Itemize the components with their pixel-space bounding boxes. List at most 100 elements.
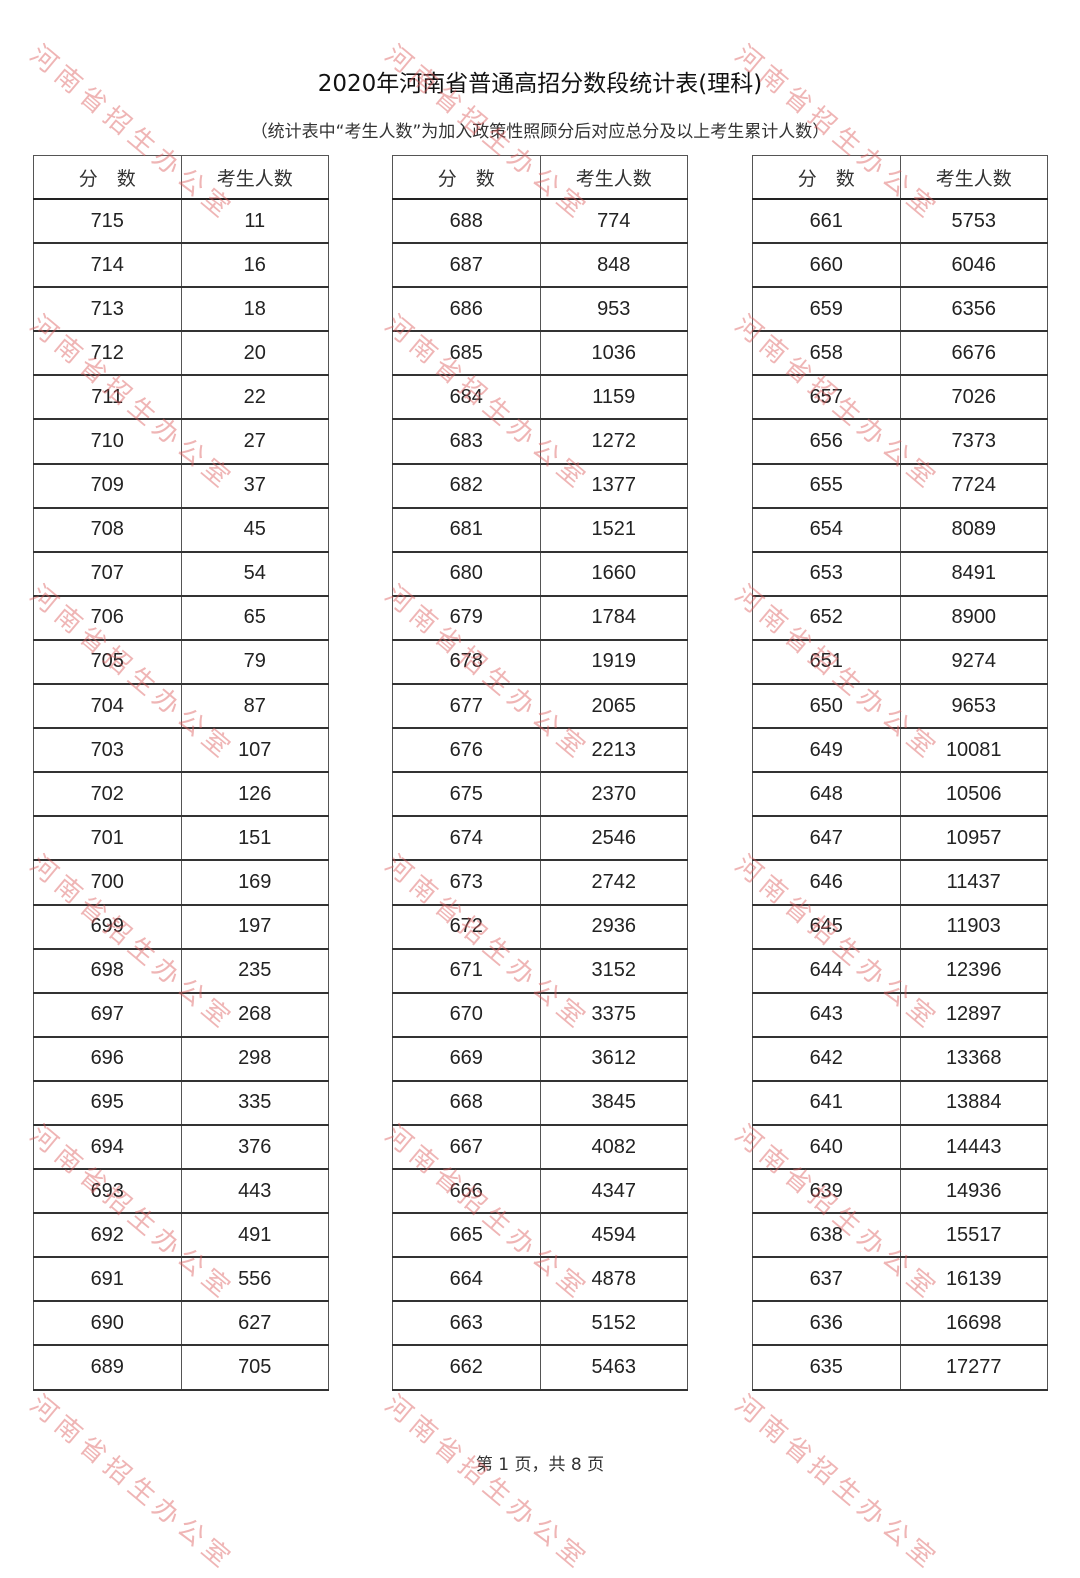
count-cell: 848 xyxy=(539,242,688,289)
count-cell: 3375 xyxy=(539,992,688,1038)
count-cell: 13368 xyxy=(899,1036,1048,1082)
score-cell: 661 xyxy=(752,198,901,245)
table-row: 696 298 xyxy=(33,1036,329,1082)
table-row: 676 2213 xyxy=(392,727,688,774)
table-row: 706 65 xyxy=(33,595,329,641)
table-row: 672 2936 xyxy=(392,903,688,950)
count-cell: 2546 xyxy=(539,815,688,862)
table-row: 642 13368 xyxy=(752,1036,1048,1082)
score-cell: 651 xyxy=(752,639,901,686)
count-cell: 27 xyxy=(180,418,329,465)
score-cell: 678 xyxy=(392,639,541,686)
score-cell: 682 xyxy=(392,463,541,509)
count-cell: 20 xyxy=(180,330,329,377)
score-table-1: 分 数考生人数 715 11 714 16 713 18 712 20 711 22 710 27 709… xyxy=(33,155,329,1391)
count-cell: 6046 xyxy=(899,242,1048,289)
table-row: 710 27 xyxy=(33,418,329,465)
count-cell: 4082 xyxy=(539,1124,688,1171)
score-cell: 705 xyxy=(33,639,182,686)
table-row: 711 22 xyxy=(33,374,329,421)
score-cell: 660 xyxy=(752,242,901,289)
count-cell: 2742 xyxy=(539,859,688,906)
score-cell: 649 xyxy=(752,727,901,774)
count-cell: 10957 xyxy=(899,815,1048,862)
table-row: 662 5463 xyxy=(392,1344,688,1391)
score-cell: 671 xyxy=(392,948,541,994)
count-cell: 12396 xyxy=(899,948,1048,994)
score-cell: 679 xyxy=(392,595,541,641)
score-cell: 699 xyxy=(33,903,182,950)
count-cell: 1521 xyxy=(539,507,688,553)
score-cell: 696 xyxy=(33,1036,182,1082)
table-row: 673 2742 xyxy=(392,859,688,906)
count-cell: 1036 xyxy=(539,330,688,377)
table-row: 689 705 xyxy=(33,1344,329,1391)
count-cell: 18 xyxy=(180,286,329,333)
table-row: 650 9653 xyxy=(752,683,1048,730)
score-cell: 707 xyxy=(33,551,182,597)
count-cell: 627 xyxy=(180,1300,329,1347)
table-row: 715 11 xyxy=(33,198,329,245)
table-row: 681 1521 xyxy=(392,507,688,553)
count-cell: 7373 xyxy=(899,418,1048,465)
table-row: 660 6046 xyxy=(752,242,1048,289)
score-cell: 708 xyxy=(33,507,182,553)
table-row: 653 8491 xyxy=(752,551,1048,597)
count-cell: 8900 xyxy=(899,595,1048,641)
table-row: 702 126 xyxy=(33,771,329,818)
table-row: 647 10957 xyxy=(752,815,1048,862)
count-cell: 1919 xyxy=(539,639,688,686)
table-row: 713 18 xyxy=(33,286,329,333)
table-row: 645 11903 xyxy=(752,903,1048,950)
table-row: 639 14936 xyxy=(752,1168,1048,1215)
score-cell: 637 xyxy=(752,1256,901,1303)
table-row: 701 151 xyxy=(33,815,329,862)
count-cell: 376 xyxy=(180,1124,329,1171)
count-cell: 9653 xyxy=(899,683,1048,730)
count-cell: 16 xyxy=(180,242,329,289)
table-row: 714 16 xyxy=(33,242,329,289)
table-row: 670 3375 xyxy=(392,992,688,1038)
score-cell: 642 xyxy=(752,1036,901,1082)
score-cell: 635 xyxy=(752,1344,901,1391)
table-row: 646 11437 xyxy=(752,859,1048,906)
score-cell: 689 xyxy=(33,1344,182,1391)
table-row: 658 6676 xyxy=(752,330,1048,377)
count-cell: 22 xyxy=(180,374,329,421)
count-cell: 3845 xyxy=(539,1080,688,1126)
score-cell: 674 xyxy=(392,815,541,862)
score-cell: 648 xyxy=(752,771,901,818)
score-cell: 694 xyxy=(33,1124,182,1171)
table-row: 643 12897 xyxy=(752,992,1048,1038)
table-row: 697 268 xyxy=(33,992,329,1038)
score-cell: 673 xyxy=(392,859,541,906)
score-cell: 663 xyxy=(392,1300,541,1347)
table-row: 678 1919 xyxy=(392,639,688,686)
count-cell: 953 xyxy=(539,286,688,333)
count-cell: 2213 xyxy=(539,727,688,774)
score-cell: 639 xyxy=(752,1168,901,1215)
score-cell: 653 xyxy=(752,551,901,597)
table-row: 691 556 xyxy=(33,1256,329,1303)
score-cell: 690 xyxy=(33,1300,182,1347)
count-cell: 1377 xyxy=(539,463,688,509)
count-cell: 17277 xyxy=(899,1344,1048,1391)
score-cell: 659 xyxy=(752,286,901,333)
score-cell: 643 xyxy=(752,992,901,1038)
count-cell: 79 xyxy=(180,639,329,686)
score-cell: 652 xyxy=(752,595,901,641)
score-cell: 641 xyxy=(752,1080,901,1126)
score-cell: 644 xyxy=(752,948,901,994)
page-subtitle: （统计表中“考生人数”为加入政策性照顾分后对应总分及以上考生累计人数） xyxy=(250,122,830,142)
count-cell: 2936 xyxy=(539,903,688,950)
score-cell: 670 xyxy=(392,992,541,1038)
score-cell: 638 xyxy=(752,1212,901,1259)
table-row: 708 45 xyxy=(33,507,329,553)
table-row: 669 3612 xyxy=(392,1036,688,1082)
count-cell: 11903 xyxy=(899,903,1048,950)
table-row: 655 7724 xyxy=(752,463,1048,509)
table-row: 651 9274 xyxy=(752,639,1048,686)
count-cell: 169 xyxy=(180,859,329,906)
score-cell: 687 xyxy=(392,242,541,289)
count-cell: 4878 xyxy=(539,1256,688,1303)
